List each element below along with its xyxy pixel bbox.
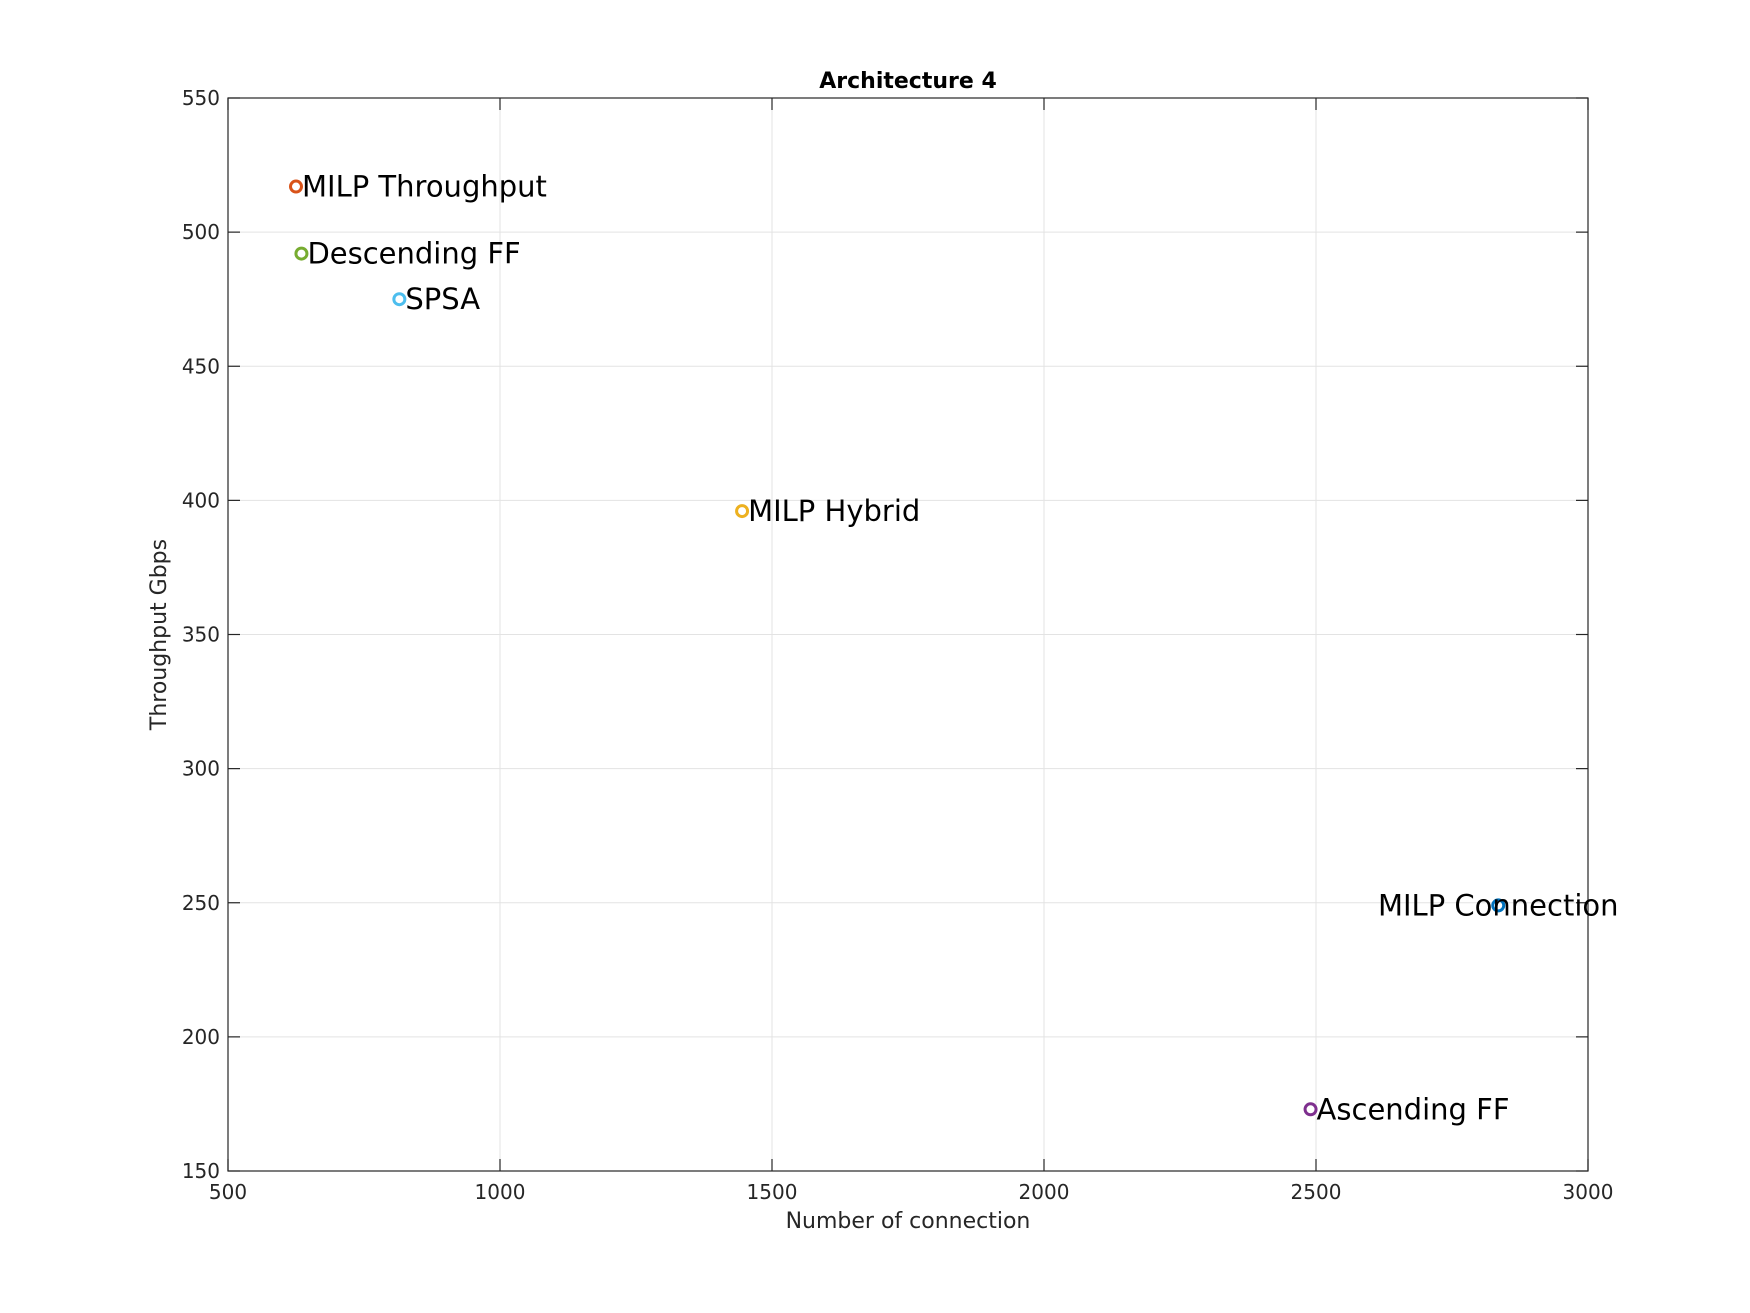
x-tick-label: 500	[209, 1180, 247, 1204]
data-point	[1491, 898, 1506, 913]
x-tick-label: 3000	[1563, 1180, 1614, 1204]
point-label: Descending FF	[307, 237, 520, 271]
y-tick-label: 300	[182, 757, 220, 781]
x-tick-label: 2000	[1019, 1180, 1070, 1204]
x-tick-label: 1000	[475, 1180, 526, 1204]
chart-title: Architecture 4	[819, 69, 997, 94]
grid-layer	[228, 98, 1588, 1171]
point-label: MILP Connection	[1378, 888, 1619, 922]
x-tick-label: 2500	[1291, 1180, 1342, 1204]
data-point	[294, 246, 309, 261]
data-point	[735, 504, 750, 519]
point-label: Ascending FF	[1317, 1092, 1510, 1126]
point-label: MILP Hybrid	[748, 494, 920, 528]
tick-layer: 500 1000 1500 2000 2500 3000 150 200 250 300 350 40…	[182, 86, 1614, 1204]
x-tick-label: 1500	[747, 1180, 798, 1204]
point-label: SPSA	[405, 282, 480, 316]
x-axis-label: Number of connection	[786, 1209, 1031, 1234]
y-tick-label: 450	[182, 354, 220, 378]
data-point	[1303, 1102, 1318, 1117]
point-label: MILP Throughput	[302, 170, 547, 204]
y-tick-label: 500	[182, 220, 220, 244]
point-layer: MILP Throughput Descending FF SPSA MILP Hyb…	[289, 170, 1619, 1126]
y-axis-label: Throughput Gbps	[147, 539, 172, 731]
y-tick-label: 150	[182, 1159, 220, 1183]
data-point	[392, 292, 407, 307]
y-tick-label: 550	[182, 86, 220, 110]
y-tick-label: 400	[182, 488, 220, 512]
y-tick-label: 200	[182, 1025, 220, 1049]
y-tick-label: 350	[182, 623, 220, 647]
data-point	[289, 179, 303, 194]
y-tick-label: 250	[182, 891, 220, 915]
